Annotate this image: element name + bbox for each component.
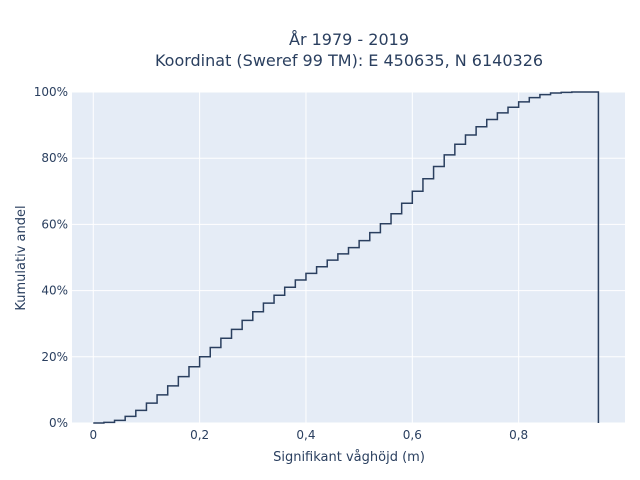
x-tick-labels: 0 0,2 0,4 0,6 0,8 <box>89 428 528 442</box>
chart-title-line-1: År 1979 - 2019 <box>289 30 409 49</box>
y-tick-label: 20% <box>41 350 68 364</box>
y-tick-labels: 0% 20% 40% 60% 80% 100% <box>34 85 68 430</box>
y-tick-label: 80% <box>41 151 68 165</box>
x-tick-label: 0,4 <box>296 428 315 442</box>
cdf-step-line <box>93 91 600 424</box>
y-tick-label: 100% <box>34 85 68 99</box>
grid-lines <box>72 91 625 424</box>
y-tick-label: 40% <box>41 284 68 298</box>
plot-area <box>72 92 625 423</box>
y-tick-label: 60% <box>41 217 68 231</box>
x-tick-label: 0,8 <box>509 428 528 442</box>
x-tick-label: 0,6 <box>403 428 422 442</box>
chart-title-line-2: Koordinat (Sweref 99 TM): E 450635, N 61… <box>155 51 543 70</box>
x-tick-label: 0 <box>89 428 97 442</box>
x-axis-label: Signifikant våghöjd (m) <box>273 450 425 465</box>
y-tick-label: 0% <box>49 416 68 430</box>
y-axis-label: Kumulativ andel <box>14 205 29 310</box>
x-tick-label: 0,2 <box>190 428 209 442</box>
series-group <box>93 91 600 424</box>
